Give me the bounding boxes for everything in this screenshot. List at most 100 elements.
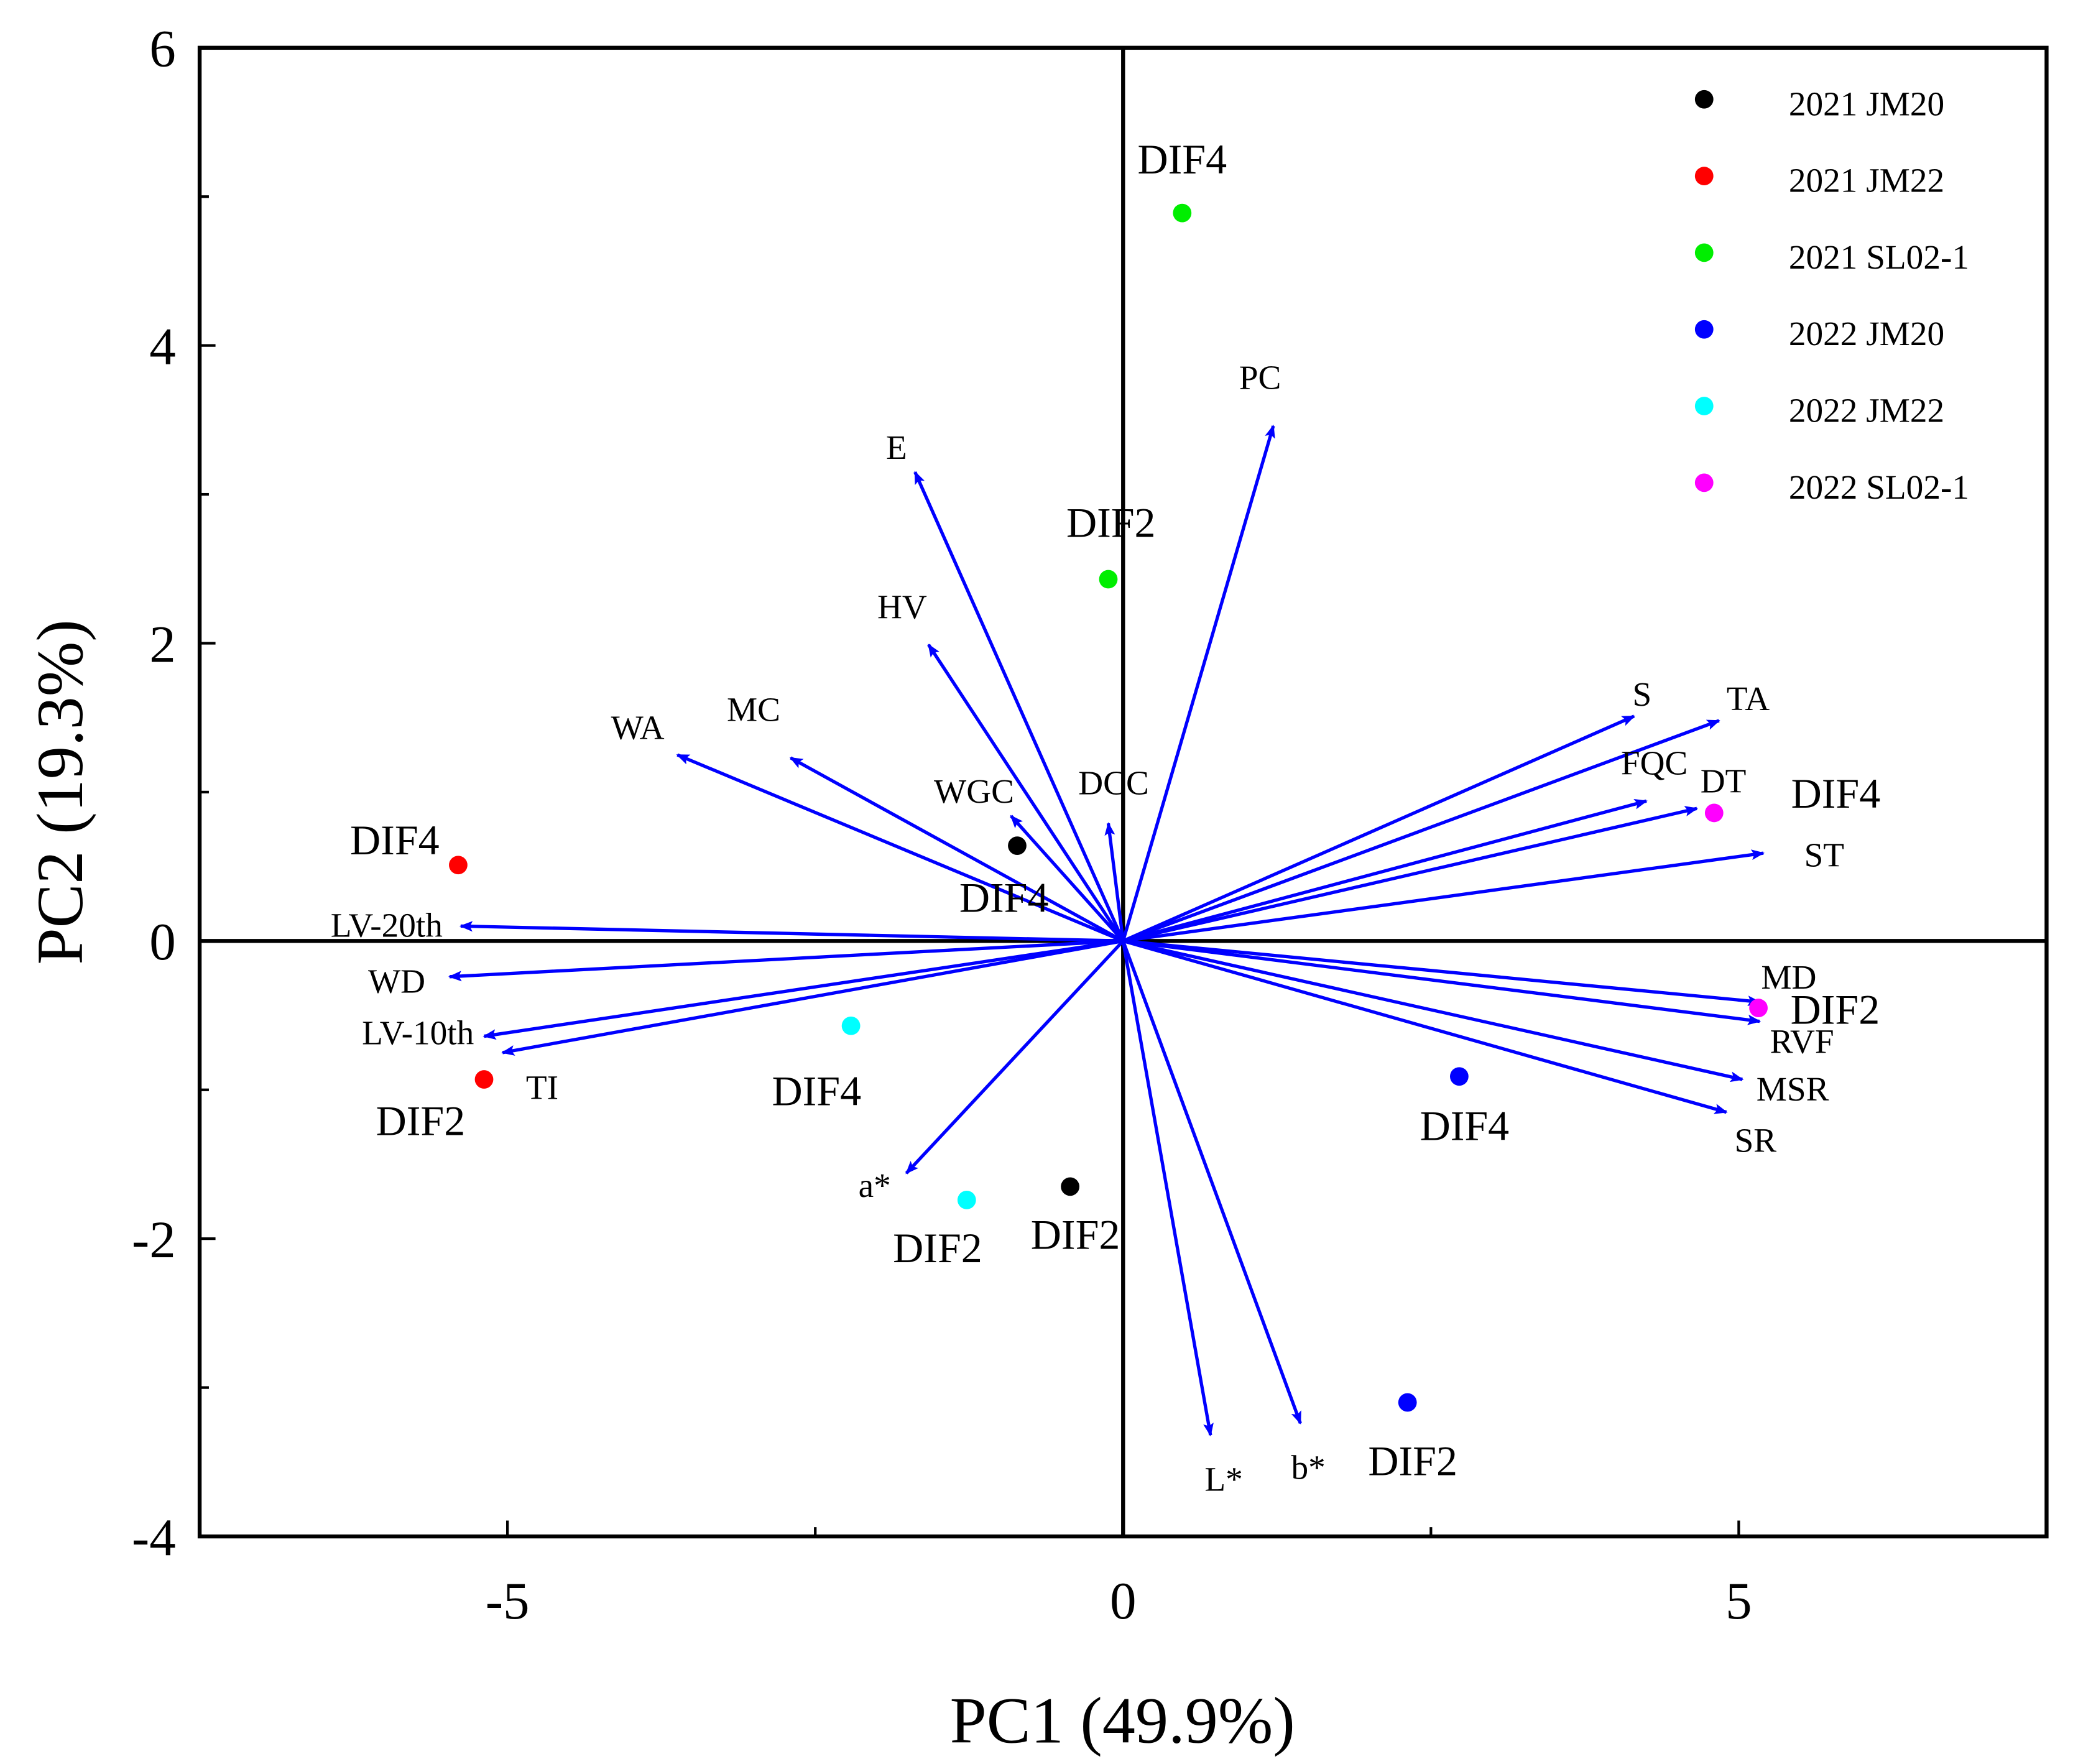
loading-arrow [1123,939,1761,1007]
loading-arrow [459,921,1124,943]
y-tick-label: 0 [149,913,176,971]
loading-label: TI [526,1068,558,1106]
axes: -5 0 5 -4 -2 0 2 4 6 [132,20,2049,1630]
legend-item: 2021 JM22 [1694,162,1944,200]
point-label: DIF4 [959,874,1049,921]
legend-item: 2021 SL02-1 [1694,238,1969,276]
data-point [1008,836,1027,855]
loading-a-: a* [859,940,1125,1204]
score-points: DIF4 DIF2 DIF4 DIF2 DIF4 DIF2 DIF4 DIF2 DIF4 DIF2… [350,136,1880,1485]
loading-hv: HV [877,588,1125,942]
legend-marker [1694,320,1714,339]
loading-dcc: DCC [1078,764,1149,941]
legend-label: 2022 JM22 [1789,392,1944,430]
data-point [1173,203,1192,223]
legend: 2021 JM20 2021 JM22 2021 SL02-1 2022 JM20 20… [1694,85,1969,506]
loading-rvf: RVF [1122,939,1834,1061]
loading-wd: WD [368,939,1124,1000]
loading-label: PC [1239,358,1281,396]
loading-label: MD [1761,958,1816,996]
y-tick-label: -2 [132,1211,176,1269]
loading-arrow [1122,849,1765,943]
loading-wgc: WGC [934,772,1125,943]
loading-label: S [1632,675,1651,713]
loading-sr: SR [1122,939,1777,1159]
y-tick-label: 4 [149,317,176,376]
loading-label: MC [727,690,780,728]
loading-arrow [789,756,1124,943]
y-tick-label: -4 [132,1508,176,1567]
loading-arrow [501,939,1124,1056]
loading-label: FQC [1621,744,1688,782]
loading-label: MSR [1757,1070,1829,1108]
loading-ta: TA [1122,680,1770,943]
point-label: DIF2 [893,1224,982,1272]
score-point-2022-jm22-dif4: DIF4 [772,1016,862,1114]
data-point [1704,803,1724,823]
loading-label: b* [1291,1448,1326,1486]
loading-label: LV-20th [331,906,443,944]
point-label: DIF4 [772,1067,862,1114]
loading-label: ST [1804,836,1845,874]
data-point [841,1016,861,1035]
data-point [1749,999,1768,1017]
loading-l-: L* [1121,940,1243,1498]
legend-label: 2022 SL02-1 [1789,468,1969,506]
legend-label: 2022 JM20 [1789,315,1944,353]
loading-arrow [1122,939,1744,1083]
loading-label: E [886,428,907,466]
loading-label: SR [1735,1121,1777,1159]
loading-mc: MC [727,690,1124,943]
loading-s: S [1122,675,1651,943]
legend-marker [1694,90,1714,109]
loading-arrow [676,753,1124,943]
loading-arrow [1122,799,1648,943]
x-tick-label: 0 [1110,1572,1137,1630]
loading-arrow [1121,940,1302,1425]
data-point [449,856,468,875]
loading-md: MD [1123,939,1816,1007]
score-point-2021-jm20-dif2: DIF2 [1031,1177,1120,1258]
loading-e: E [886,428,1125,942]
loading-arrow [1122,714,1636,943]
loading-wa: WA [611,709,1124,943]
data-point [957,1191,976,1209]
legend-label: 2021 SL02-1 [1789,238,1969,276]
loading-arrow [1104,822,1125,941]
data-point [1450,1067,1469,1086]
data-point [1398,1393,1417,1412]
loading-arrow [1121,940,1214,1437]
point-label: DIF4 [350,816,440,864]
loading-label: RVF [1770,1023,1834,1061]
score-point-2022-jm22-dif2: DIF2 [893,1191,982,1272]
score-point-2022-sl02-1-dif4: DIF4 [1704,770,1881,823]
legend-item: 2022 JM20 [1694,315,1944,353]
loading-arrow [1122,939,1728,1114]
point-label: DIF4 [1420,1102,1510,1149]
loading-label: HV [877,588,927,626]
score-point-2021-jm22-dif2: DIF2 [376,1070,494,1144]
score-point-2021-jm22-dif4: DIF4 [350,816,468,875]
x-tick-label: 5 [1725,1572,1752,1630]
loading-label: DT [1701,762,1747,800]
point-label: DIF2 [1066,499,1156,547]
loading-arrow [913,471,1125,942]
legend-label: 2021 JM22 [1789,162,1944,200]
score-point-2022-sl02-1-dif2: DIF2 [1749,986,1880,1033]
loading-label: LV-10th [362,1014,474,1051]
legend-marker [1694,243,1714,262]
loading-arrow [905,940,1125,1175]
x-tick-label: -5 [486,1572,530,1630]
loading-msr: MSR [1122,939,1829,1108]
point-label: DIF4 [1791,770,1881,817]
loading-pc: PC [1121,358,1281,942]
x-axis-title: PC1 (49.9%) [950,1684,1295,1757]
score-point-2022-jm20-dif2: DIF2 [1368,1393,1457,1484]
score-point-2021-sl02-1-dif2: DIF2 [1066,499,1156,589]
loading-dt: DT [1122,762,1747,943]
legend-item: 2022 SL02-1 [1694,468,1969,506]
point-label: DIF2 [1031,1211,1120,1258]
loading-ti: TI [501,939,1124,1106]
data-point [1061,1177,1080,1196]
